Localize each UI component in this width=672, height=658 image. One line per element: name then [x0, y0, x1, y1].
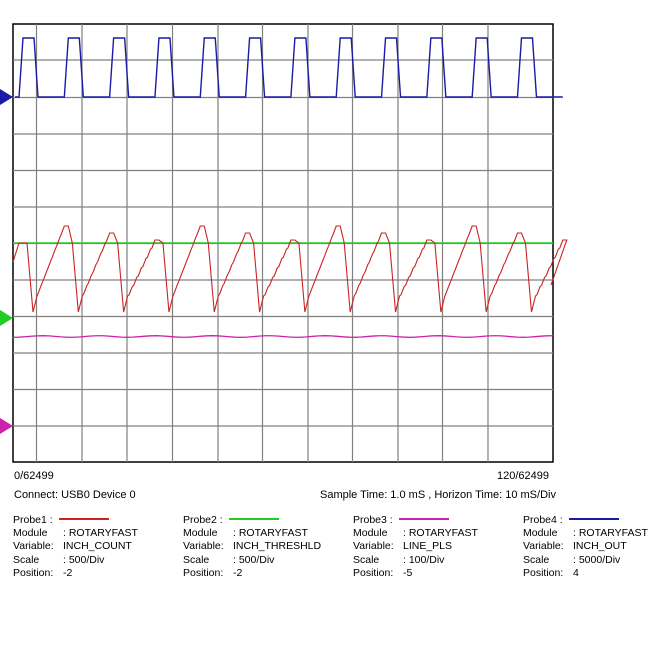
probe-scale: : 5000/Div [573, 553, 621, 566]
variable-key: Variable: [523, 540, 564, 553]
module-key: Module [523, 527, 558, 540]
probe-scale: : 500/Div [233, 553, 275, 566]
scale-key: Scale [13, 553, 40, 566]
module-key: Module [13, 527, 48, 540]
variable-key: Variable: [183, 540, 224, 553]
variable-key: Variable: [13, 540, 54, 553]
probe-variable: INCH_THRESHLD [233, 540, 322, 553]
variable-key: Variable: [353, 540, 394, 553]
scale-key: Scale [523, 553, 550, 566]
probe2-info[interactable]: Probe2 : Module : ROTARYFAST Variable: INC… [183, 514, 353, 580]
probe-title: Probe3 : [353, 514, 393, 526]
probe-color-swatch [58, 518, 109, 521]
probe-module: : ROTARYFAST [63, 527, 138, 540]
probe-position: -2 [233, 566, 243, 579]
probe-color-swatch [398, 518, 449, 521]
module-key: Module [353, 527, 388, 540]
scale-key: Scale [183, 553, 210, 566]
time-start-label: 0/62499 [14, 470, 54, 482]
probe-scale: : 100/Div [403, 553, 445, 566]
sample-time-label: Sample Time: 1.0 mS , Horizon Time: 10 m… [320, 489, 556, 501]
probe1-info[interactable]: Probe1 : Module : ROTARYFAST Variable: INC… [13, 514, 183, 580]
probe-color-swatch [568, 518, 619, 521]
probe-title: Probe4 : [523, 514, 563, 526]
probe-module: : ROTARYFAST [233, 527, 308, 540]
probe-title: Probe1 : [13, 514, 53, 526]
probe-module: : ROTARYFAST [403, 527, 478, 540]
probe4-marker-icon[interactable] [0, 89, 13, 105]
probe4-trace [15, 37, 563, 98]
probe3-marker-icon[interactable] [0, 418, 13, 434]
probe-position: -2 [63, 566, 73, 579]
time-end-label: 120/62499 [497, 470, 549, 482]
module-key: Module [183, 527, 218, 540]
position-key: Position: [183, 566, 224, 579]
position-key: Position: [13, 566, 54, 579]
probe-variable: INCH_OUT [573, 540, 627, 553]
position-key: Position: [353, 566, 394, 579]
probe3-trace [12, 335, 554, 338]
probe1-trace [12, 225, 568, 313]
probe-variable: INCH_COUNT [63, 540, 132, 553]
probe-position: -5 [403, 566, 413, 579]
probe2-marker-icon[interactable] [0, 310, 13, 326]
scale-key: Scale [353, 553, 380, 566]
probe-module: : ROTARYFAST [573, 527, 648, 540]
probe-scale: : 500/Div [63, 553, 105, 566]
probe-position: 4 [573, 566, 579, 579]
probe-color-swatch [228, 518, 279, 521]
probe-variable: LINE_PLS [403, 540, 453, 553]
position-key: Position: [523, 566, 564, 579]
oscilloscope-plot[interactable] [0, 0, 672, 470]
probe-title: Probe2 : [183, 514, 223, 526]
probe3-info[interactable]: Probe3 : Module : ROTARYFAST Variable: LIN… [353, 514, 523, 580]
connection-status: Connect: USB0 Device 0 [14, 489, 136, 501]
probe4-info[interactable]: Probe4 : Module : ROTARYFAST Variable: INC… [523, 514, 672, 580]
